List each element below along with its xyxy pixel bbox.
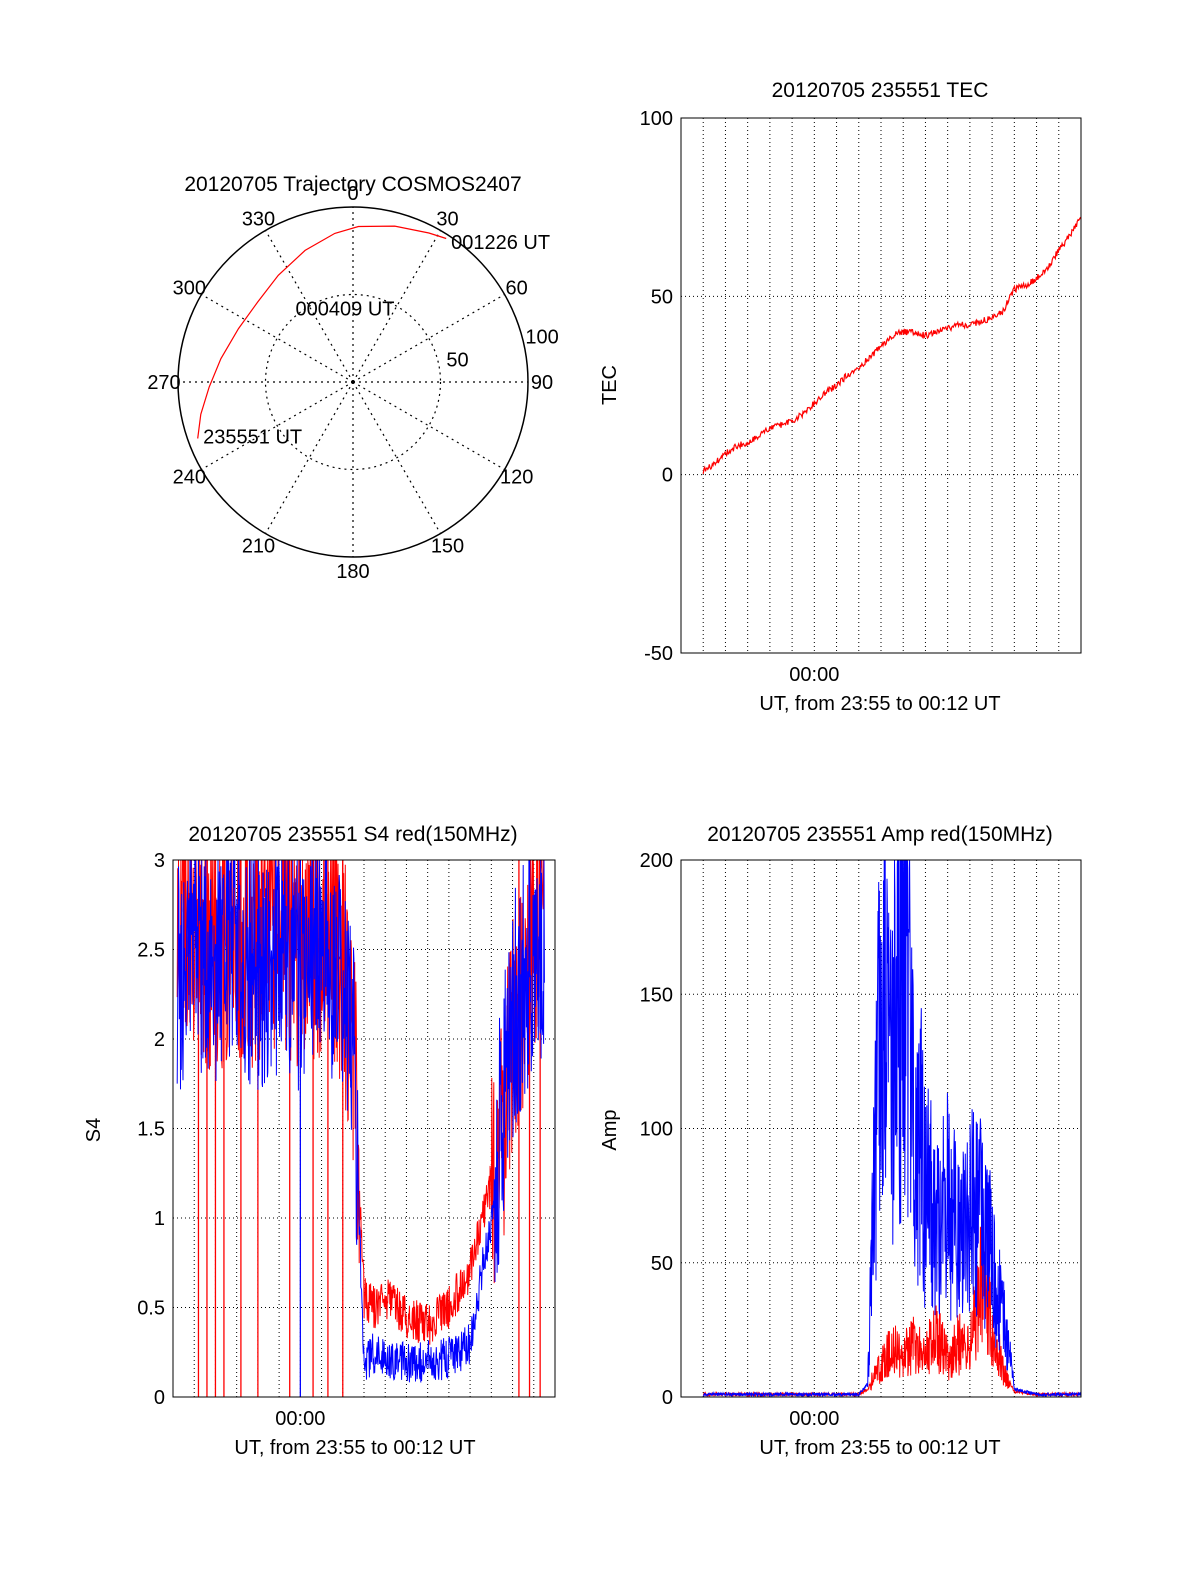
amp-ytick-label: 150 [640, 984, 673, 1006]
polar-angle-label: 30 [436, 208, 458, 230]
polar-panel: 20120705 Trajectory COSMOS2407 0 30 60 90 12… [147, 173, 558, 583]
polar-angle-label: 210 [242, 536, 275, 558]
polar-angle-label: 0 [347, 183, 358, 205]
tec-series-line [702, 216, 1082, 474]
amp-ytick-label: 100 [640, 1119, 673, 1141]
amp-series-line [702, 859, 1082, 1398]
s4-ytick-label: 2 [154, 1029, 165, 1051]
polar-grid-spoke [352, 381, 442, 534]
polar-angle-label: 90 [531, 372, 553, 394]
polar-angle-label: 150 [431, 536, 464, 558]
polar-grid-spoke [201, 293, 354, 383]
amp-ylabel: Amp [599, 1109, 621, 1150]
polar-grid-spoke [264, 230, 354, 383]
polar-grid-spoke [264, 381, 354, 534]
polar-angle-label: 120 [500, 467, 533, 489]
polar-angle-label: 300 [173, 278, 206, 300]
s4-ytick-label: 0 [154, 1387, 165, 1409]
amp-xlabel: UT, from 23:55 to 00:12 UT [759, 1437, 1000, 1459]
polar-grid-spoke [352, 230, 442, 383]
s4-ytick-label: 3 [154, 850, 165, 872]
s4-frame [172, 859, 556, 1398]
amp-xtick-label: 00:00 [789, 1408, 839, 1430]
tec-ytick-label: -50 [644, 643, 673, 665]
polar-time-annotation: 000409 UT [296, 298, 395, 320]
polar-angle-label: 240 [173, 467, 206, 489]
s4-ytick-label: 0.5 [137, 1298, 165, 1320]
polar-time-annotation: 001226 UT [451, 232, 550, 254]
s4-series-line [176, 859, 545, 1383]
tec-ytick-label: 50 [651, 286, 673, 308]
polar-radial-label: 50 [446, 349, 468, 371]
polar-angle-label: 60 [506, 278, 528, 300]
tec-series [702, 216, 1082, 474]
polar-angle-label: 180 [336, 561, 369, 583]
s4-ytick-label: 2.5 [137, 940, 165, 962]
amp-ytick-label: 50 [651, 1253, 673, 1275]
s4-ticks: 0 0.5 1 1.5 2 2.5 3 00:00 [137, 850, 325, 1430]
tec-ticks: -50 0 50 100 00:00 [640, 108, 840, 686]
tec-xlabel: UT, from 23:55 to 00:12 UT [759, 693, 1000, 715]
s4-xtick-label: 00:00 [275, 1408, 325, 1430]
tec-ylabel: TEC [599, 365, 621, 405]
amp-panel: 20120705 235551 Amp red(150MHz) 0 50 100 15… [599, 823, 1082, 1459]
polar-grid-spoke [201, 381, 354, 471]
tec-title: 20120705 235551 TEC [772, 79, 989, 102]
tec-grid [681, 118, 1081, 653]
polar-annotations: 001226 UT 000409 UT 235551 UT [203, 232, 550, 449]
amp-frame [680, 859, 1082, 1398]
tec-frame [680, 117, 1082, 654]
s4-title: 20120705 235551 S4 red(150MHz) [188, 823, 517, 846]
polar-grid-spoke [352, 293, 505, 383]
amp-series-line [702, 1212, 1082, 1398]
s4-xlabel: UT, from 23:55 to 00:12 UT [234, 1437, 475, 1459]
s4-ytick-label: 1.5 [137, 1119, 165, 1141]
s4-ytick-label: 1 [154, 1208, 165, 1230]
polar-radial-label: 100 [525, 327, 558, 349]
polar-angle-label: 330 [242, 208, 275, 230]
amp-title: 20120705 235551 Amp red(150MHz) [707, 823, 1053, 846]
polar-angle-labels: 0 30 60 90 120 150 180 210 240 270 300 330 [147, 183, 553, 583]
polar-time-annotation: 235551 UT [203, 427, 302, 449]
amp-ytick-label: 0 [662, 1387, 673, 1409]
polar-title: 20120705 Trajectory COSMOS2407 [184, 173, 521, 196]
polar-angle-label: 270 [147, 372, 180, 394]
amp-ytick-label: 200 [640, 850, 673, 872]
polar-grid-spoke [352, 381, 505, 471]
polar-series [197, 225, 447, 439]
amp-ticks: 0 50 100 150 200 00:00 [640, 850, 840, 1430]
s4-series-line [176, 859, 545, 1345]
polar-grid-circle [264, 293, 442, 471]
amp-series [702, 859, 1082, 1398]
s4-ylabel: S4 [83, 1118, 105, 1142]
polar-outer-circle [177, 206, 529, 558]
tec-xtick-label: 00:00 [789, 664, 839, 686]
tec-panel: 20120705 235551 TEC -50 0 50 100 00:00 UT, f… [599, 79, 1082, 715]
polar-radial-labels: 50 100 [446, 327, 558, 372]
s4-panel: 20120705 235551 S4 red(150MHz) 0 0.5 1 1.5 2… [83, 823, 556, 1459]
polar-trajectory-line [197, 225, 447, 439]
polar-grid [178, 207, 528, 557]
tec-ytick-label: 100 [640, 108, 673, 130]
tec-ytick-label: 0 [662, 465, 673, 487]
